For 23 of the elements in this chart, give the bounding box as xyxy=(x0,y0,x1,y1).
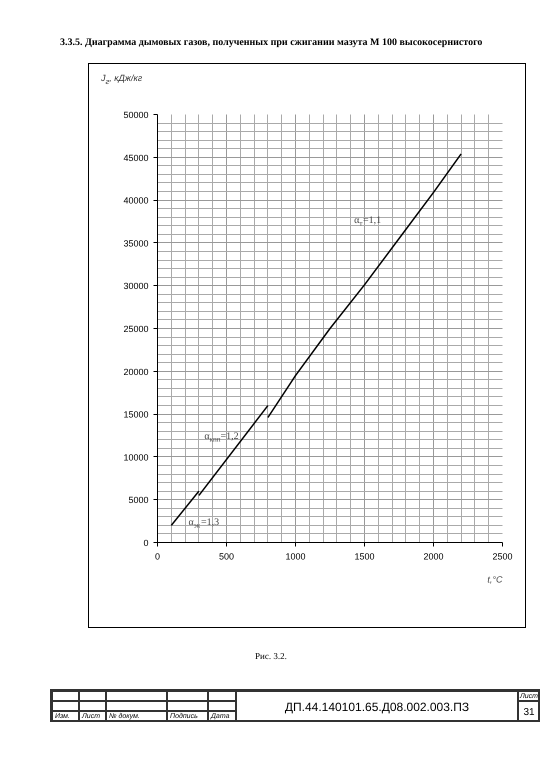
y-tick-label: 50000 xyxy=(123,110,149,120)
y-tick-label: 45000 xyxy=(123,152,149,163)
y-tick-label: 35000 xyxy=(123,238,149,248)
y-tick-label: 25000 xyxy=(123,324,149,334)
y-axis-title: J$_{г}$, кДж/кг xyxy=(101,72,142,88)
text: Рис. 3.2. xyxy=(255,650,287,663)
y-tick-label: 30000 xyxy=(123,281,149,292)
y-tick-label: 20000 xyxy=(123,366,149,377)
y-tick-label: 10000 xyxy=(123,452,149,462)
chart-title: 3.3.5. Диаграмма дымовых газов, полученных при сжигании мазута М 100 высокосернистого xyxy=(60,37,482,48)
title-block-sheet: 31 xyxy=(518,701,540,722)
x-tick-label: 1000 xyxy=(285,552,306,562)
y-tick-label: 0 xyxy=(143,538,149,548)
x-tick-label: 2500 xyxy=(492,552,513,562)
y-tick-label: 40000 xyxy=(123,196,149,206)
x-tick-label: 2000 xyxy=(423,552,444,562)
y-tick-label: 15000 xyxy=(123,410,149,420)
x-tick-label: 0 xyxy=(154,552,160,562)
title-block-code: ДП.44.140101.65.Д08.002.003.ПЗ xyxy=(236,691,518,722)
y-tick-label: 5000 xyxy=(128,495,149,506)
x-tick-label: 1500 xyxy=(354,552,375,562)
x-tick-label: 500 xyxy=(218,552,234,562)
x-axis-title: t,°C xyxy=(487,574,503,584)
